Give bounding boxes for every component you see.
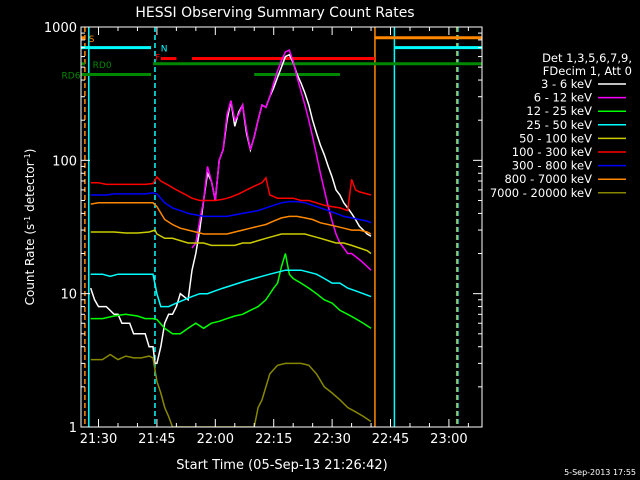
x-tick-label: 22:00 [197,432,234,447]
series-line-6 [90,192,372,224]
y-axis-label: Count Rate (s-1 detector-1) [23,149,38,306]
legend-header: Det 1,3,5,6,7,9, [542,51,632,65]
legend-label: 7000 - 20000 keV [490,186,592,200]
state-label: S [89,35,95,45]
y-tick-label: 10 [60,288,77,303]
chart-title: HESSI Observing Summary Count Rates [135,5,414,21]
x-tick-label: 22:45 [372,432,409,447]
series-line-0 [89,53,372,365]
state-label: RD6 [62,72,81,82]
legend-label: 3 - 6 keV [541,77,592,91]
plot-frame [80,26,483,428]
timestamp-stamp: 5-Sep-2013 17:55 [564,468,636,477]
plot-area [81,27,482,427]
state-label: N [161,45,168,55]
y-tick-label: 1 [69,421,77,436]
legend: Det 1,3,5,6,7,9,FDecim 1, Att 03 - 6 keV… [490,51,632,200]
x-axis-label: Start Time (05-Sep-13 21:26:42) [176,458,387,473]
series-line-8 [90,353,372,427]
y-tick-label: 100 [52,154,77,169]
axes: S NF RD0 RD6 21:30 21:45 22:00 22:15 22:30 22:45 2… [44,21,483,447]
series-line-5 [90,175,372,212]
series-line-1 [191,49,372,271]
legend-label: 6 - 12 keV [534,91,592,105]
series-line-7 [90,202,372,235]
series-line-4 [90,229,372,255]
legend-label: 12 - 25 keV [526,104,592,118]
state-label: F [155,54,160,64]
x-tick-label: 22:15 [255,432,292,447]
legend-label: 800 - 7000 keV [504,172,592,186]
state-label: RD0 [93,61,112,71]
legend-label: 300 - 800 keV [512,159,592,173]
legend-label: 50 - 100 keV [519,131,592,145]
y-tick-label: 1000 [44,21,77,36]
legend-label: 100 - 300 keV [512,145,592,159]
x-tick-label: 21:30 [80,432,117,447]
x-tick-label: 21:45 [138,432,175,447]
legend-label: 25 - 50 keV [526,118,592,132]
series-line-3 [90,269,372,308]
x-tick-label: 22:30 [313,432,350,447]
x-tick-label: 23:00 [430,432,467,447]
legend-header: FDecim 1, Att 0 [543,64,632,78]
series-line-2 [90,253,372,335]
